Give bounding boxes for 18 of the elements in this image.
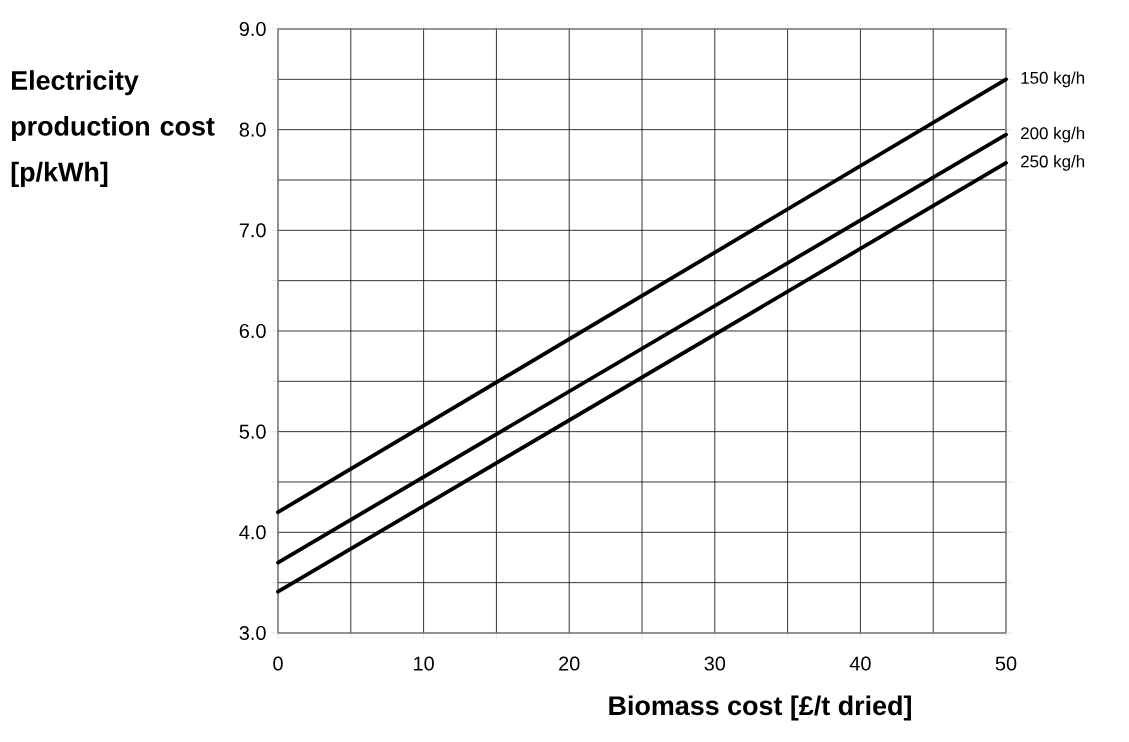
x-tick-label: 30 xyxy=(704,656,726,671)
y-tick-label: 3.0 xyxy=(239,625,266,641)
y-tick-label: 8.0 xyxy=(239,122,266,137)
y-tick-label: 4.0 xyxy=(239,525,266,540)
y-axis-title: Electricity production cost [p/kWh] xyxy=(11,70,215,187)
x-tick-label: 20 xyxy=(559,656,580,671)
x-tick-label: 50 xyxy=(995,656,1017,671)
x-tick-label: 10 xyxy=(414,656,434,671)
series-label: 250 kg/h xyxy=(1021,154,1085,171)
x-axis-title: Biomass cost [£/t dried] xyxy=(609,695,911,721)
y-tick-label: 5.0 xyxy=(239,424,266,439)
x-tick-label: 0 xyxy=(273,656,283,671)
y-tick-label: 6.0 xyxy=(239,323,266,339)
series-label: 200 kg/h xyxy=(1021,126,1085,143)
series-label: 150 kg/h xyxy=(1021,71,1085,88)
y-tick-label: 9.0 xyxy=(239,21,266,37)
x-tick-label: 40 xyxy=(849,656,871,671)
y-tick-label: 7.0 xyxy=(239,223,266,238)
